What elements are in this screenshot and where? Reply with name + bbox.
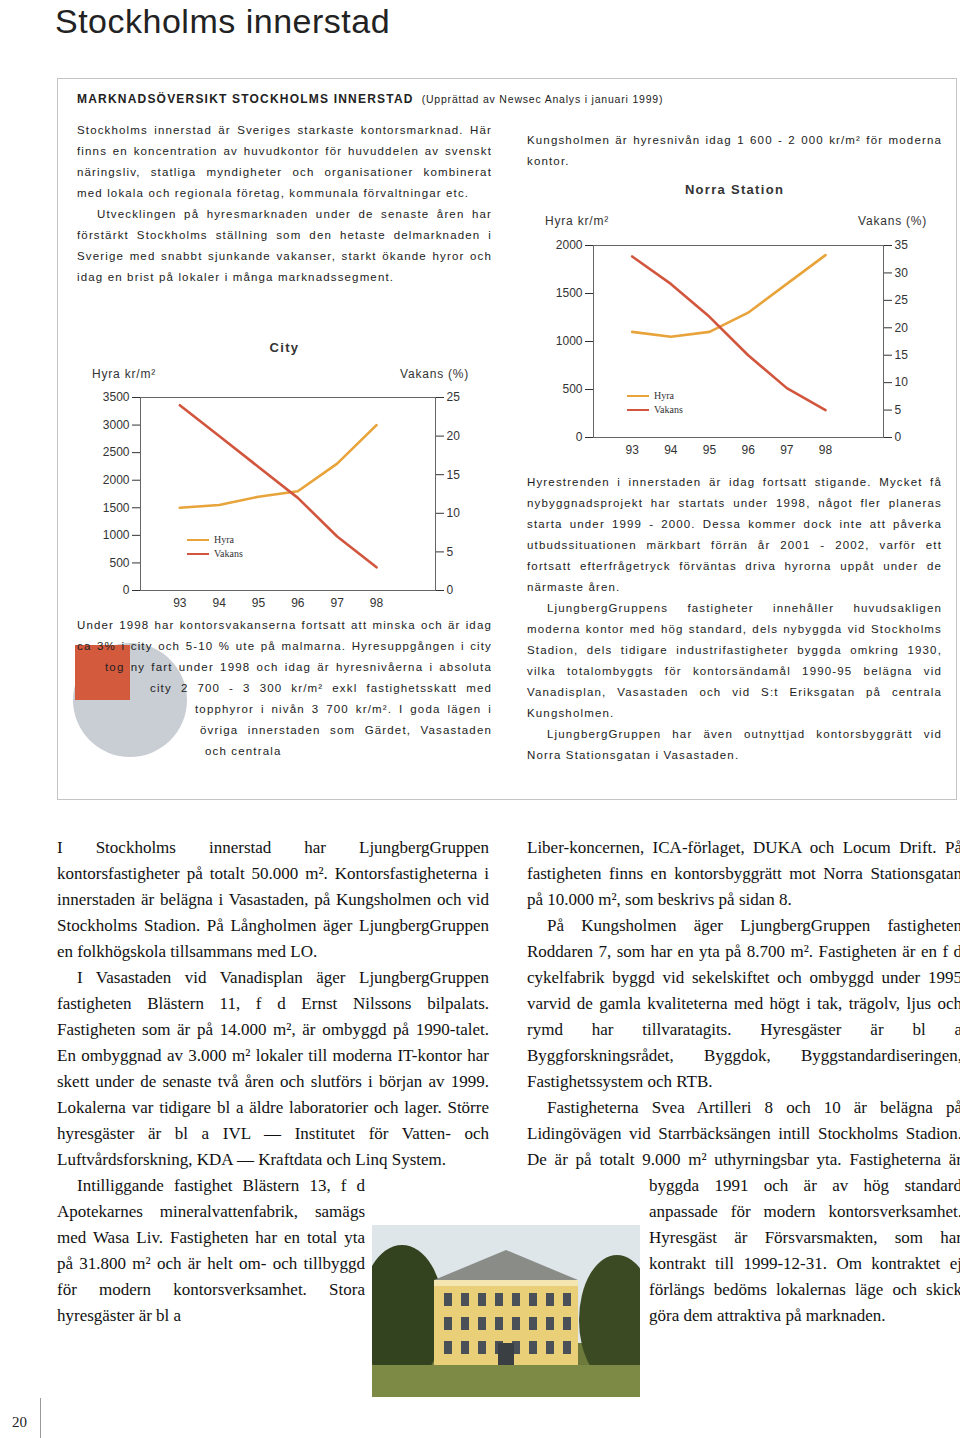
svg-text:0: 0: [576, 430, 583, 444]
svg-text:1000: 1000: [556, 334, 583, 348]
html-text:Vakans (%): Vakans (%): [400, 367, 470, 381]
svg-text:98: 98: [819, 443, 833, 457]
svg-text:97: 97: [780, 443, 794, 457]
html-text:Utvecklingen på hyresmarknaden: Utvecklingen på hyresmarknaden under de …: [77, 208, 492, 283]
html-text:Hyrestrenden i innerstaden är: Hyrestrenden i innerstaden är idag forts…: [527, 476, 942, 593]
html-text:Under 1998 har kontorsvakanser: Under 1998 har kontorsvakanserna fortsat…: [77, 619, 492, 757]
svg-text:5: 5: [895, 403, 902, 417]
svg-text:96: 96: [291, 596, 305, 610]
html-text:LjungbergGruppen har även outn: LjungbergGruppen har även outnyttjad kon…: [527, 728, 942, 761]
html-text:20: 20: [12, 1414, 27, 1430]
svg-text:95: 95: [703, 443, 717, 457]
svg-text:500: 500: [562, 382, 582, 396]
html-text:Stockholms innerstad: Stockholms innerstad: [55, 2, 390, 40]
svg-text:25: 25: [447, 390, 461, 404]
svg-text:0: 0: [895, 430, 902, 444]
svg-text:98: 98: [370, 596, 384, 610]
svg-text:93: 93: [625, 443, 639, 457]
svg-text:94: 94: [212, 596, 226, 610]
svg-text:1500: 1500: [556, 286, 583, 300]
html-text:Hyra kr/m²: Hyra kr/m²: [92, 367, 156, 381]
svg-text:35: 35: [895, 238, 909, 252]
html-text:Vakans (%): Vakans (%): [858, 214, 928, 228]
svg-text:97: 97: [330, 596, 344, 610]
svg-text:2500: 2500: [103, 445, 130, 459]
svg-text:500: 500: [109, 556, 129, 570]
svg-text:15: 15: [447, 468, 461, 482]
svg-text:3500: 3500: [103, 390, 130, 404]
svg-text:94: 94: [664, 443, 678, 457]
html-text:Intilliggande fastighet Bläste: Intilliggande fastighet Blästern 13, f d…: [57, 1176, 365, 1325]
html-text:MARKNADSÖVERSIKT STOCKHOLMS IN: MARKNADSÖVERSIKT STOCKHOLMS INNERSTAD: [77, 92, 414, 106]
html-text:Kungsholmen är hyresnivån idag: Kungsholmen är hyresnivån idag 1 600 - 2…: [527, 134, 942, 167]
html-text:Hyra: Hyra: [214, 534, 234, 545]
svg-text:0: 0: [447, 583, 454, 597]
svg-text:20: 20: [895, 321, 909, 335]
html-text:I Vasastaden vid Vanadisplan ä: I Vasastaden vid Vanadisplan äger Ljungb…: [57, 968, 489, 1169]
html-text:(Upprättad av Newsec Analys i: (Upprättad av Newsec Analys i januari 19…: [421, 93, 664, 105]
svg-text:1500: 1500: [103, 501, 130, 515]
svg-text:10: 10: [895, 375, 909, 389]
svg-text:96: 96: [741, 443, 755, 457]
html-text:Vakans: Vakans: [654, 404, 683, 415]
svg-text:20: 20: [447, 429, 461, 443]
html-text:I Stockholms innerstad har Lju: I Stockholms innerstad har LjungbergGrup…: [57, 838, 489, 961]
svg-text:5: 5: [447, 545, 454, 559]
html-text:Hyra kr/m²: Hyra kr/m²: [545, 214, 609, 228]
html-text:City: City: [269, 340, 300, 355]
svg-text:1000: 1000: [103, 528, 130, 542]
svg-text:10: 10: [447, 506, 461, 520]
html-text:Stockholms innerstad är Sverig: Stockholms innerstad är Sveriges starkas…: [77, 124, 492, 199]
svg-text:2000: 2000: [103, 473, 130, 487]
html-text:LjungbergGruppens fastigheter: LjungbergGruppens fastigheter innehåller…: [527, 602, 942, 719]
html-text:Vakans: Vakans: [214, 548, 243, 559]
html-text:Norra Station: Norra Station: [684, 182, 785, 197]
svg-text:0: 0: [123, 583, 130, 597]
svg-text:95: 95: [252, 596, 266, 610]
svg-text:30: 30: [895, 266, 909, 280]
svg-text:25: 25: [895, 293, 909, 307]
html-text:Hyra: Hyra: [654, 390, 674, 401]
svg-text:93: 93: [173, 596, 187, 610]
svg-text:3000: 3000: [103, 418, 130, 432]
svg-text:15: 15: [895, 348, 909, 362]
svg-text:2000: 2000: [556, 238, 583, 252]
